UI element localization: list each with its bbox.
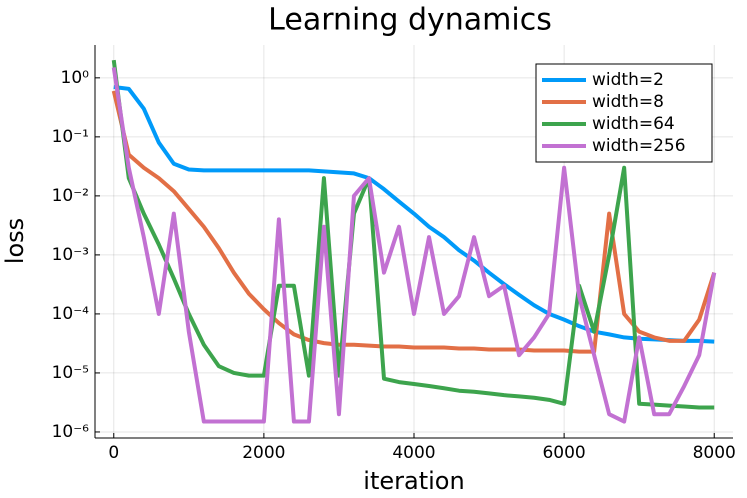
plot-area (111, 59, 717, 424)
x-tick-label: 8000 (693, 443, 736, 463)
series-line (111, 59, 715, 410)
y-tick-label: 10⁻² (52, 186, 89, 206)
x-tick-label: 2000 (242, 443, 285, 463)
series-line (113, 84, 715, 344)
series-line (111, 90, 717, 354)
chart-title: Learning dynamics (268, 3, 552, 38)
legend-label: width=2 (592, 70, 664, 90)
y-axis-label: loss (1, 218, 29, 264)
y-tick-label: 10⁻⁵ (52, 363, 89, 383)
series-line (111, 67, 717, 424)
y-tick-label: 10⁻⁴ (52, 304, 90, 324)
x-tick-label: 6000 (542, 443, 585, 463)
x-tick-label: 0 (108, 443, 119, 463)
y-tick-label: 10⁰ (61, 68, 90, 88)
x-axis-label: iteration (363, 467, 464, 495)
legend-label: width=64 (592, 114, 675, 134)
legend-label: width=8 (592, 92, 664, 112)
x-tick-label: 4000 (392, 443, 435, 463)
y-tick-label: 10⁻⁶ (52, 422, 90, 442)
y-tick-label: 10⁻³ (52, 245, 89, 265)
y-tick-label: 10⁻¹ (52, 127, 89, 147)
legend-label: width=256 (592, 136, 686, 156)
